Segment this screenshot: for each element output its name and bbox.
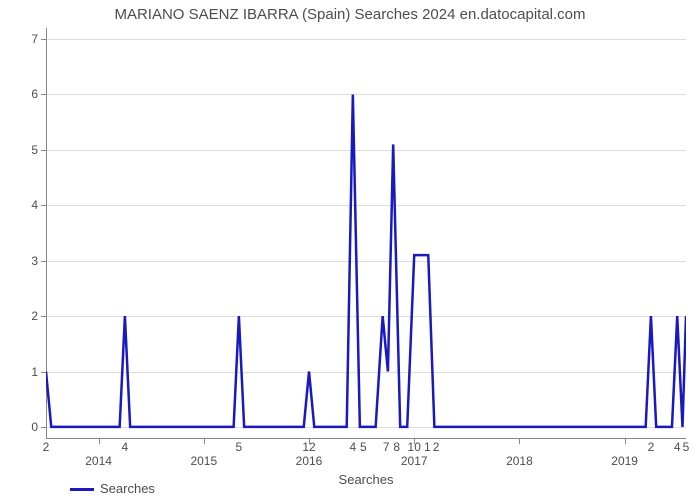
- x-value-label: 4: [122, 438, 129, 454]
- x-year-label: 2014: [85, 438, 112, 468]
- x-value-label: 4: [674, 438, 681, 454]
- legend-label: Searches: [100, 481, 155, 496]
- x-year-label: 2015: [190, 438, 217, 468]
- x-value-label: 2: [648, 438, 655, 454]
- chart-title: MARIANO SAENZ IBARRA (Spain) Searches 20…: [0, 6, 700, 23]
- legend-swatch: [70, 488, 94, 491]
- x-value-label: 5: [360, 438, 367, 454]
- x-axis-label: Searches: [339, 472, 394, 487]
- legend: Searches: [70, 481, 155, 496]
- x-value-label: 4: [350, 438, 357, 454]
- x-value-label: 2: [433, 438, 440, 454]
- x-year-label: 2017: [401, 438, 428, 468]
- x-year-label: 2016: [296, 438, 323, 468]
- chart-container: MARIANO SAENZ IBARRA (Spain) Searches 20…: [0, 0, 700, 500]
- x-value-label: 5: [683, 438, 690, 454]
- x-value-label: 8: [393, 438, 400, 454]
- x-value-label: 7: [383, 438, 390, 454]
- x-year-label: 2019: [611, 438, 638, 468]
- line-series: [46, 28, 686, 438]
- x-year-label: 2018: [506, 438, 533, 468]
- plot-area: 0123456724512457810122452014201520162017…: [46, 28, 686, 438]
- x-value-label: 2: [43, 438, 50, 454]
- x-value-label: 5: [236, 438, 243, 454]
